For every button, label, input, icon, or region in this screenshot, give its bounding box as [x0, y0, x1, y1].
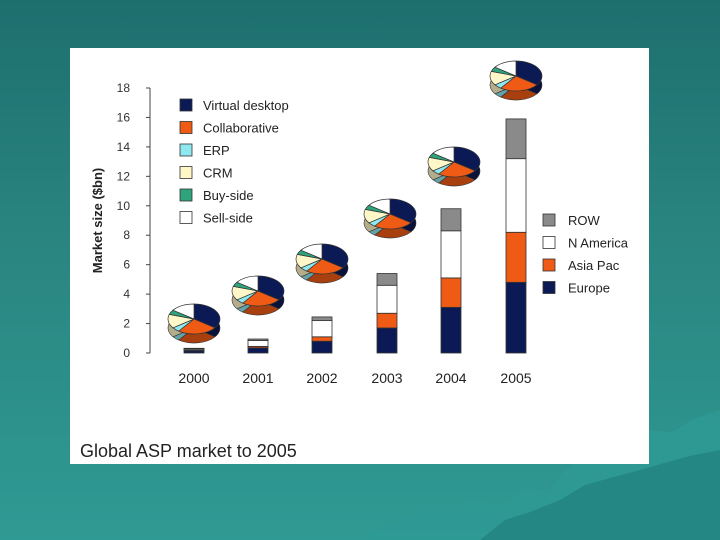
pie-slice-collaborative	[374, 213, 412, 230]
pie-slice-virtual-desktop	[453, 146, 481, 172]
x-tick-label: 2004	[435, 370, 466, 386]
y-tick-label: 12	[117, 169, 131, 183]
pie-slice-virtual-desktop	[389, 198, 417, 224]
bar-segment-row	[247, 338, 269, 341]
pie-slice-collaborative	[242, 290, 280, 307]
pie-legend-swatch	[179, 211, 193, 224]
iceberg-shadow	[480, 450, 720, 540]
pie-wall-slice	[374, 222, 412, 239]
bar-segment-europe	[440, 306, 462, 354]
pie-slice-virtual-desktop	[193, 303, 221, 329]
bar-segment-row	[183, 347, 205, 350]
pie-legend-swatch	[179, 98, 193, 112]
series-legend-swatch	[542, 258, 556, 272]
x-tick-label: 2005	[500, 370, 531, 386]
y-tick-label: 14	[117, 140, 131, 154]
pie-slice-collaborative	[438, 161, 476, 178]
pie-wall-slice	[500, 84, 538, 101]
bar-segment-row	[440, 208, 462, 232]
series-legend-label: Asia Pac	[568, 258, 620, 273]
pie-slice-sell-side	[432, 146, 455, 163]
pie-wall-slice	[438, 170, 476, 187]
bar-segment-n-america	[505, 158, 527, 233]
y-tick-label: 6	[123, 258, 130, 272]
x-tick-label: 2003	[371, 370, 402, 386]
y-tick-label: 0	[123, 346, 130, 360]
bar-segment-n-america	[376, 284, 398, 314]
series-legend-swatch	[542, 281, 556, 294]
series-legend-swatch	[542, 236, 556, 249]
bar-segment-asia-pac	[505, 231, 527, 283]
pie-legend-label: Virtual desktop	[203, 98, 289, 113]
pie-legend-swatch	[179, 166, 193, 179]
pie-slice-sell-side	[494, 60, 517, 77]
series-legend-label: ROW	[568, 213, 601, 228]
y-tick-label: 4	[123, 287, 130, 301]
pie-slice-virtual-desktop	[515, 60, 543, 86]
chart-panel: 0 2 4 6 8 10 12 14 16 18 Market size ($bn) 2000 2001…	[70, 48, 649, 464]
bar-segment-row	[311, 316, 333, 322]
bar-segment-asia-pac	[440, 277, 462, 308]
bar-segment-n-america	[311, 320, 333, 338]
pie-slice-sell-side	[300, 243, 323, 260]
x-tick-label: 2001	[242, 370, 273, 386]
pie-slice-virtual-desktop	[257, 275, 285, 301]
pie-slice-collaborative	[306, 258, 344, 275]
x-tick-label: 2002	[306, 370, 337, 386]
pie-legend-label: Sell-side	[203, 211, 253, 226]
x-tick-label: 2000	[178, 370, 209, 386]
bar-segment-europe	[376, 327, 398, 354]
chart-caption: Global ASP market to 2005	[80, 441, 297, 461]
y-tick-label: 18	[117, 81, 131, 95]
chart: 0 2 4 6 8 10 12 14 16 18 Market size ($bn) 2000 2001…	[90, 60, 629, 386]
y-tick-label: 2	[123, 317, 130, 331]
pie-legend-label: ERP	[203, 143, 230, 158]
pie-wall-slice	[306, 267, 344, 284]
pie-slice-collaborative	[500, 75, 538, 92]
bar-segment-asia-pac	[311, 336, 333, 342]
series-legend-label: N America	[568, 236, 629, 251]
pie-slice-virtual-desktop	[321, 243, 349, 269]
series-legend-label: Europe	[568, 281, 610, 296]
series-legend-swatch	[542, 213, 556, 227]
bar-segment-europe	[505, 281, 527, 354]
bar-segment-n-america	[440, 230, 462, 279]
pie-slice-collaborative	[178, 318, 216, 335]
pie-legend-swatch	[179, 143, 193, 157]
pie-legend-swatch	[179, 188, 193, 202]
pie-slice-sell-side	[172, 303, 195, 320]
y-tick-label: 16	[117, 110, 131, 124]
bar-segment-europe	[311, 340, 333, 354]
pie-slice-sell-side	[368, 198, 391, 215]
bar-segment-n-america	[247, 340, 269, 347]
pie-wall-slice	[178, 327, 216, 344]
bar-segment-europe	[247, 347, 269, 354]
y-tick-label: 8	[123, 228, 130, 242]
pie-wall-slice	[242, 299, 280, 316]
bar-segment-row	[376, 273, 398, 286]
pie-legend-swatch	[179, 121, 193, 134]
bar-segment-row	[505, 118, 527, 160]
pie-legend-label: Buy-side	[203, 188, 254, 203]
y-axis-label: Market size ($bn)	[90, 168, 105, 273]
y-tick-label: 10	[117, 199, 131, 213]
pie-legend-label: CRM	[203, 166, 233, 181]
bar-segment-asia-pac	[376, 312, 398, 329]
pie-slice-sell-side	[236, 275, 259, 292]
pie-legend-label: Collaborative	[203, 121, 279, 136]
